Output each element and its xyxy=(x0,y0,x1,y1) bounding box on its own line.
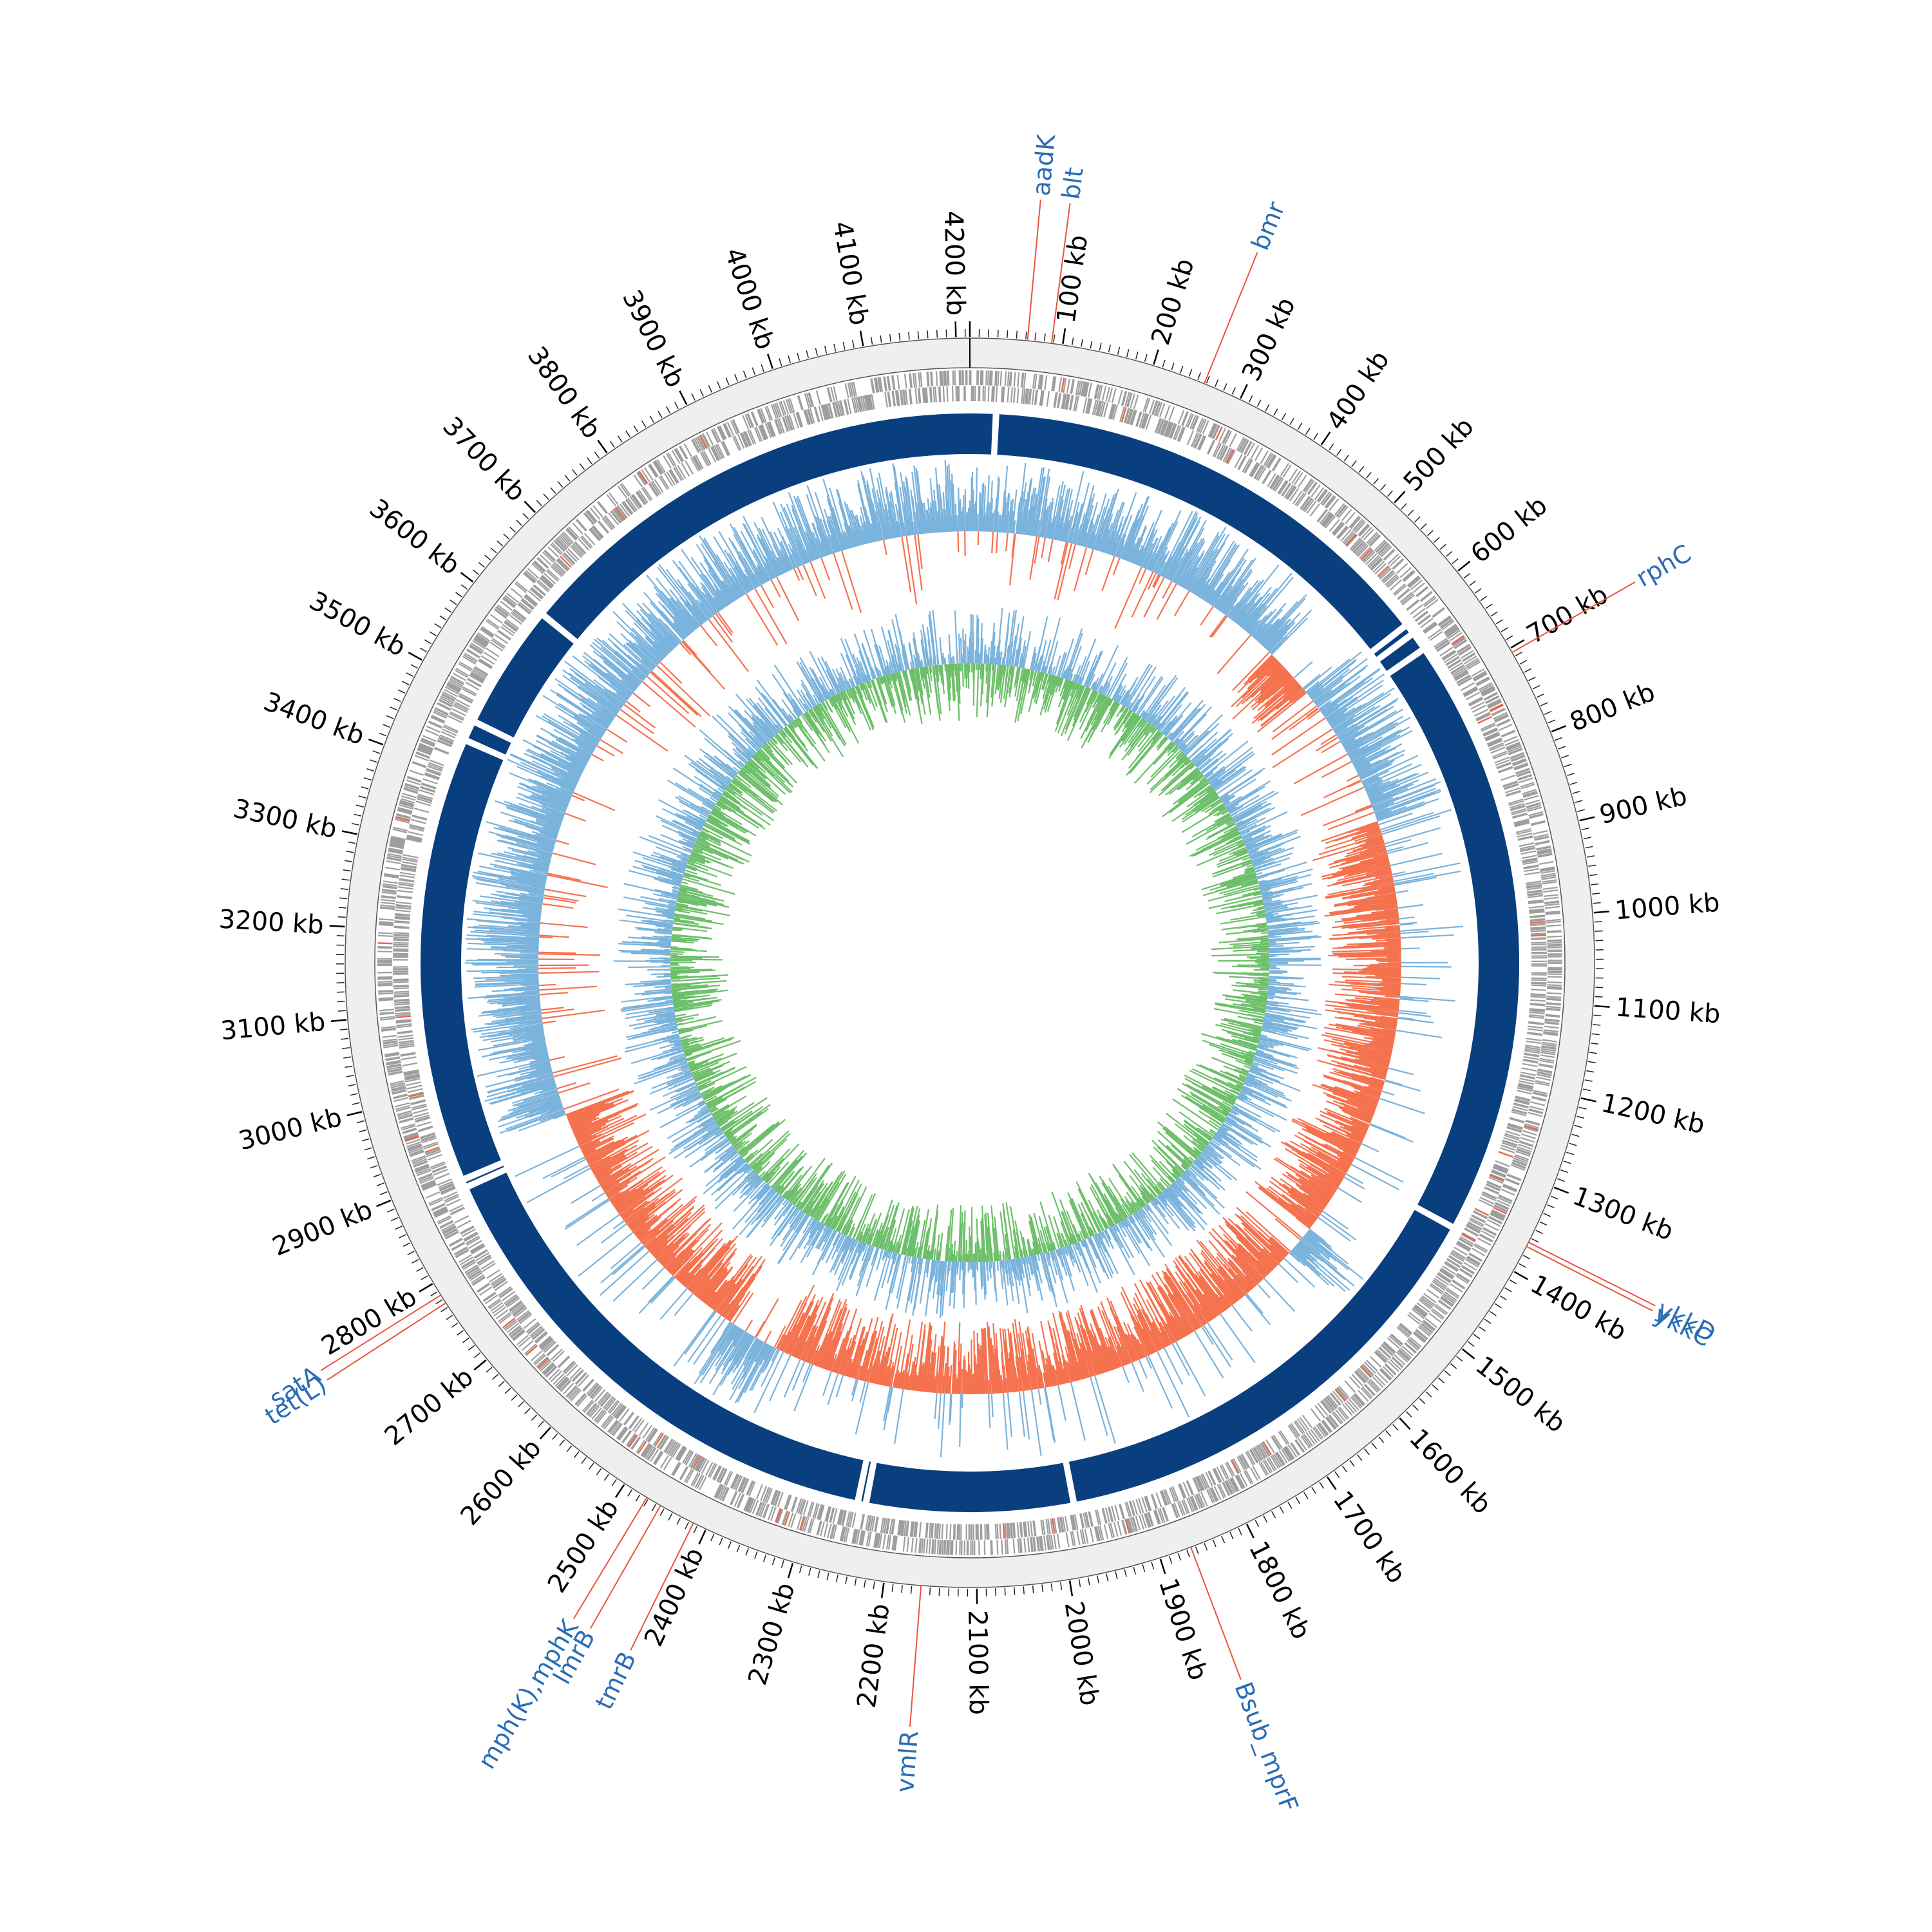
scale-label: 3600 kb xyxy=(364,493,465,581)
backbone-segment xyxy=(1390,653,1519,1224)
scale-label: 2300 kb xyxy=(743,1579,800,1688)
gc-content-track xyxy=(464,460,1463,1458)
scale-label: 1900 kb xyxy=(1153,1575,1213,1683)
backbone-segment xyxy=(970,413,993,455)
backbone-segment xyxy=(1068,1209,1450,1502)
backbone-segment xyxy=(469,1172,864,1501)
backbone-segment xyxy=(420,744,504,1176)
cds-track xyxy=(377,370,1563,1556)
gc-skew-negative xyxy=(670,663,1270,1263)
gene-label: bmr xyxy=(1245,198,1291,254)
scale-label: 100 kb xyxy=(1052,233,1094,325)
scale-label: 1400 kb xyxy=(1526,1269,1632,1347)
scale-label: 200 kb xyxy=(1146,255,1200,348)
scale-label: 2700 kb xyxy=(379,1362,479,1452)
scale-label: 3300 kb xyxy=(231,794,339,845)
gene-connector xyxy=(1203,252,1258,384)
scale-label: 2100 kb xyxy=(962,1610,993,1716)
gc-content-negative xyxy=(538,531,1402,1395)
scale-label: 4000 kb xyxy=(719,244,780,353)
scale-label: 3800 kb xyxy=(522,341,607,444)
scale-label: 1700 kb xyxy=(1327,1486,1412,1589)
backbone-segment xyxy=(466,1166,504,1184)
gene-connector xyxy=(1190,1546,1242,1680)
minor-ticks xyxy=(336,328,1604,1597)
scale-label: 2900 kb xyxy=(269,1195,377,1262)
scale-label: 500 kb xyxy=(1398,412,1480,497)
scale-label: 4200 kb xyxy=(938,211,971,316)
gene-label: mph(K),mphK xyxy=(472,1614,584,1774)
scale-label: 3000 kb xyxy=(236,1103,345,1157)
scale-label: 300 kb xyxy=(1236,293,1302,386)
scale-label: 3400 kb xyxy=(260,687,368,751)
scale-label: 400 kb xyxy=(1321,346,1395,436)
gene-connector xyxy=(573,1497,648,1620)
gene-label: tmrB xyxy=(590,1647,642,1714)
gene-connector xyxy=(1526,1245,1653,1312)
scale-label: 1800 kb xyxy=(1243,1537,1316,1644)
scale-label: 600 kb xyxy=(1465,491,1553,569)
gc-skew-track xyxy=(613,608,1322,1318)
gene-connector xyxy=(1528,1242,1656,1307)
gene-label: vmlR xyxy=(891,1730,923,1794)
backbone-segment xyxy=(546,413,970,639)
backbone-segment xyxy=(477,618,574,738)
scale-ticks xyxy=(329,321,1610,1604)
gene-connector xyxy=(1511,581,1636,654)
scale-label: 3200 kb xyxy=(218,905,325,940)
gene-connector xyxy=(320,1294,442,1371)
scale-label: 2000 kb xyxy=(1059,1599,1104,1707)
scale-label: 3900 kb xyxy=(616,285,690,392)
major-ticks xyxy=(329,321,1610,1604)
scale-label: 1000 kb xyxy=(1614,888,1721,926)
scale-label: 1500 kb xyxy=(1470,1350,1571,1439)
backbone-segment xyxy=(1374,629,1409,657)
scale-label: 2200 kb xyxy=(852,1602,896,1710)
backbone-segment xyxy=(1379,638,1420,671)
gene-connector xyxy=(327,1302,446,1381)
gene-label: rphC xyxy=(1631,539,1696,592)
scale-label: 1300 kb xyxy=(1569,1181,1678,1246)
gene-label: aadK xyxy=(1027,133,1061,197)
gene-label: Bsub_mprF xyxy=(1229,1678,1303,1816)
gc-content-positive xyxy=(464,460,1463,1458)
scale-label: 1100 kb xyxy=(1615,992,1721,1029)
backbone-track xyxy=(420,413,1519,1512)
scale-label: 4100 kb xyxy=(827,219,874,328)
gene-connector xyxy=(1027,199,1041,341)
gene-connector xyxy=(909,1585,922,1727)
scale-label: 3100 kb xyxy=(220,1007,327,1046)
gene-connector xyxy=(589,1505,661,1629)
gc-skew-positive xyxy=(613,608,1322,1318)
backbone-segment xyxy=(468,725,511,755)
outer-ring xyxy=(345,337,1595,1588)
backbone-segment xyxy=(997,414,1403,649)
backbone-segment xyxy=(861,1461,871,1502)
scale-label: 3700 kb xyxy=(437,412,531,507)
gene-connector xyxy=(1050,203,1071,344)
scale-label: 800 kb xyxy=(1566,677,1659,738)
scale-label: 1600 kb xyxy=(1403,1423,1497,1520)
cds-features xyxy=(377,370,1563,1556)
gene-label: blt xyxy=(1057,166,1089,201)
backbone-segment xyxy=(869,1463,1071,1512)
scale-label: 2400 kb xyxy=(639,1543,710,1651)
scale-label: 900 kb xyxy=(1596,781,1689,830)
scale-label: 3500 kb xyxy=(305,586,411,663)
scale-label: 2500 kb xyxy=(542,1494,625,1598)
scale-label: 2600 kb xyxy=(455,1434,547,1531)
gene-connector xyxy=(630,1522,694,1651)
scale-label: 1200 kb xyxy=(1598,1088,1707,1140)
scale-label: 2800 kb xyxy=(316,1282,422,1361)
cds-highlight-features xyxy=(377,377,1547,1539)
